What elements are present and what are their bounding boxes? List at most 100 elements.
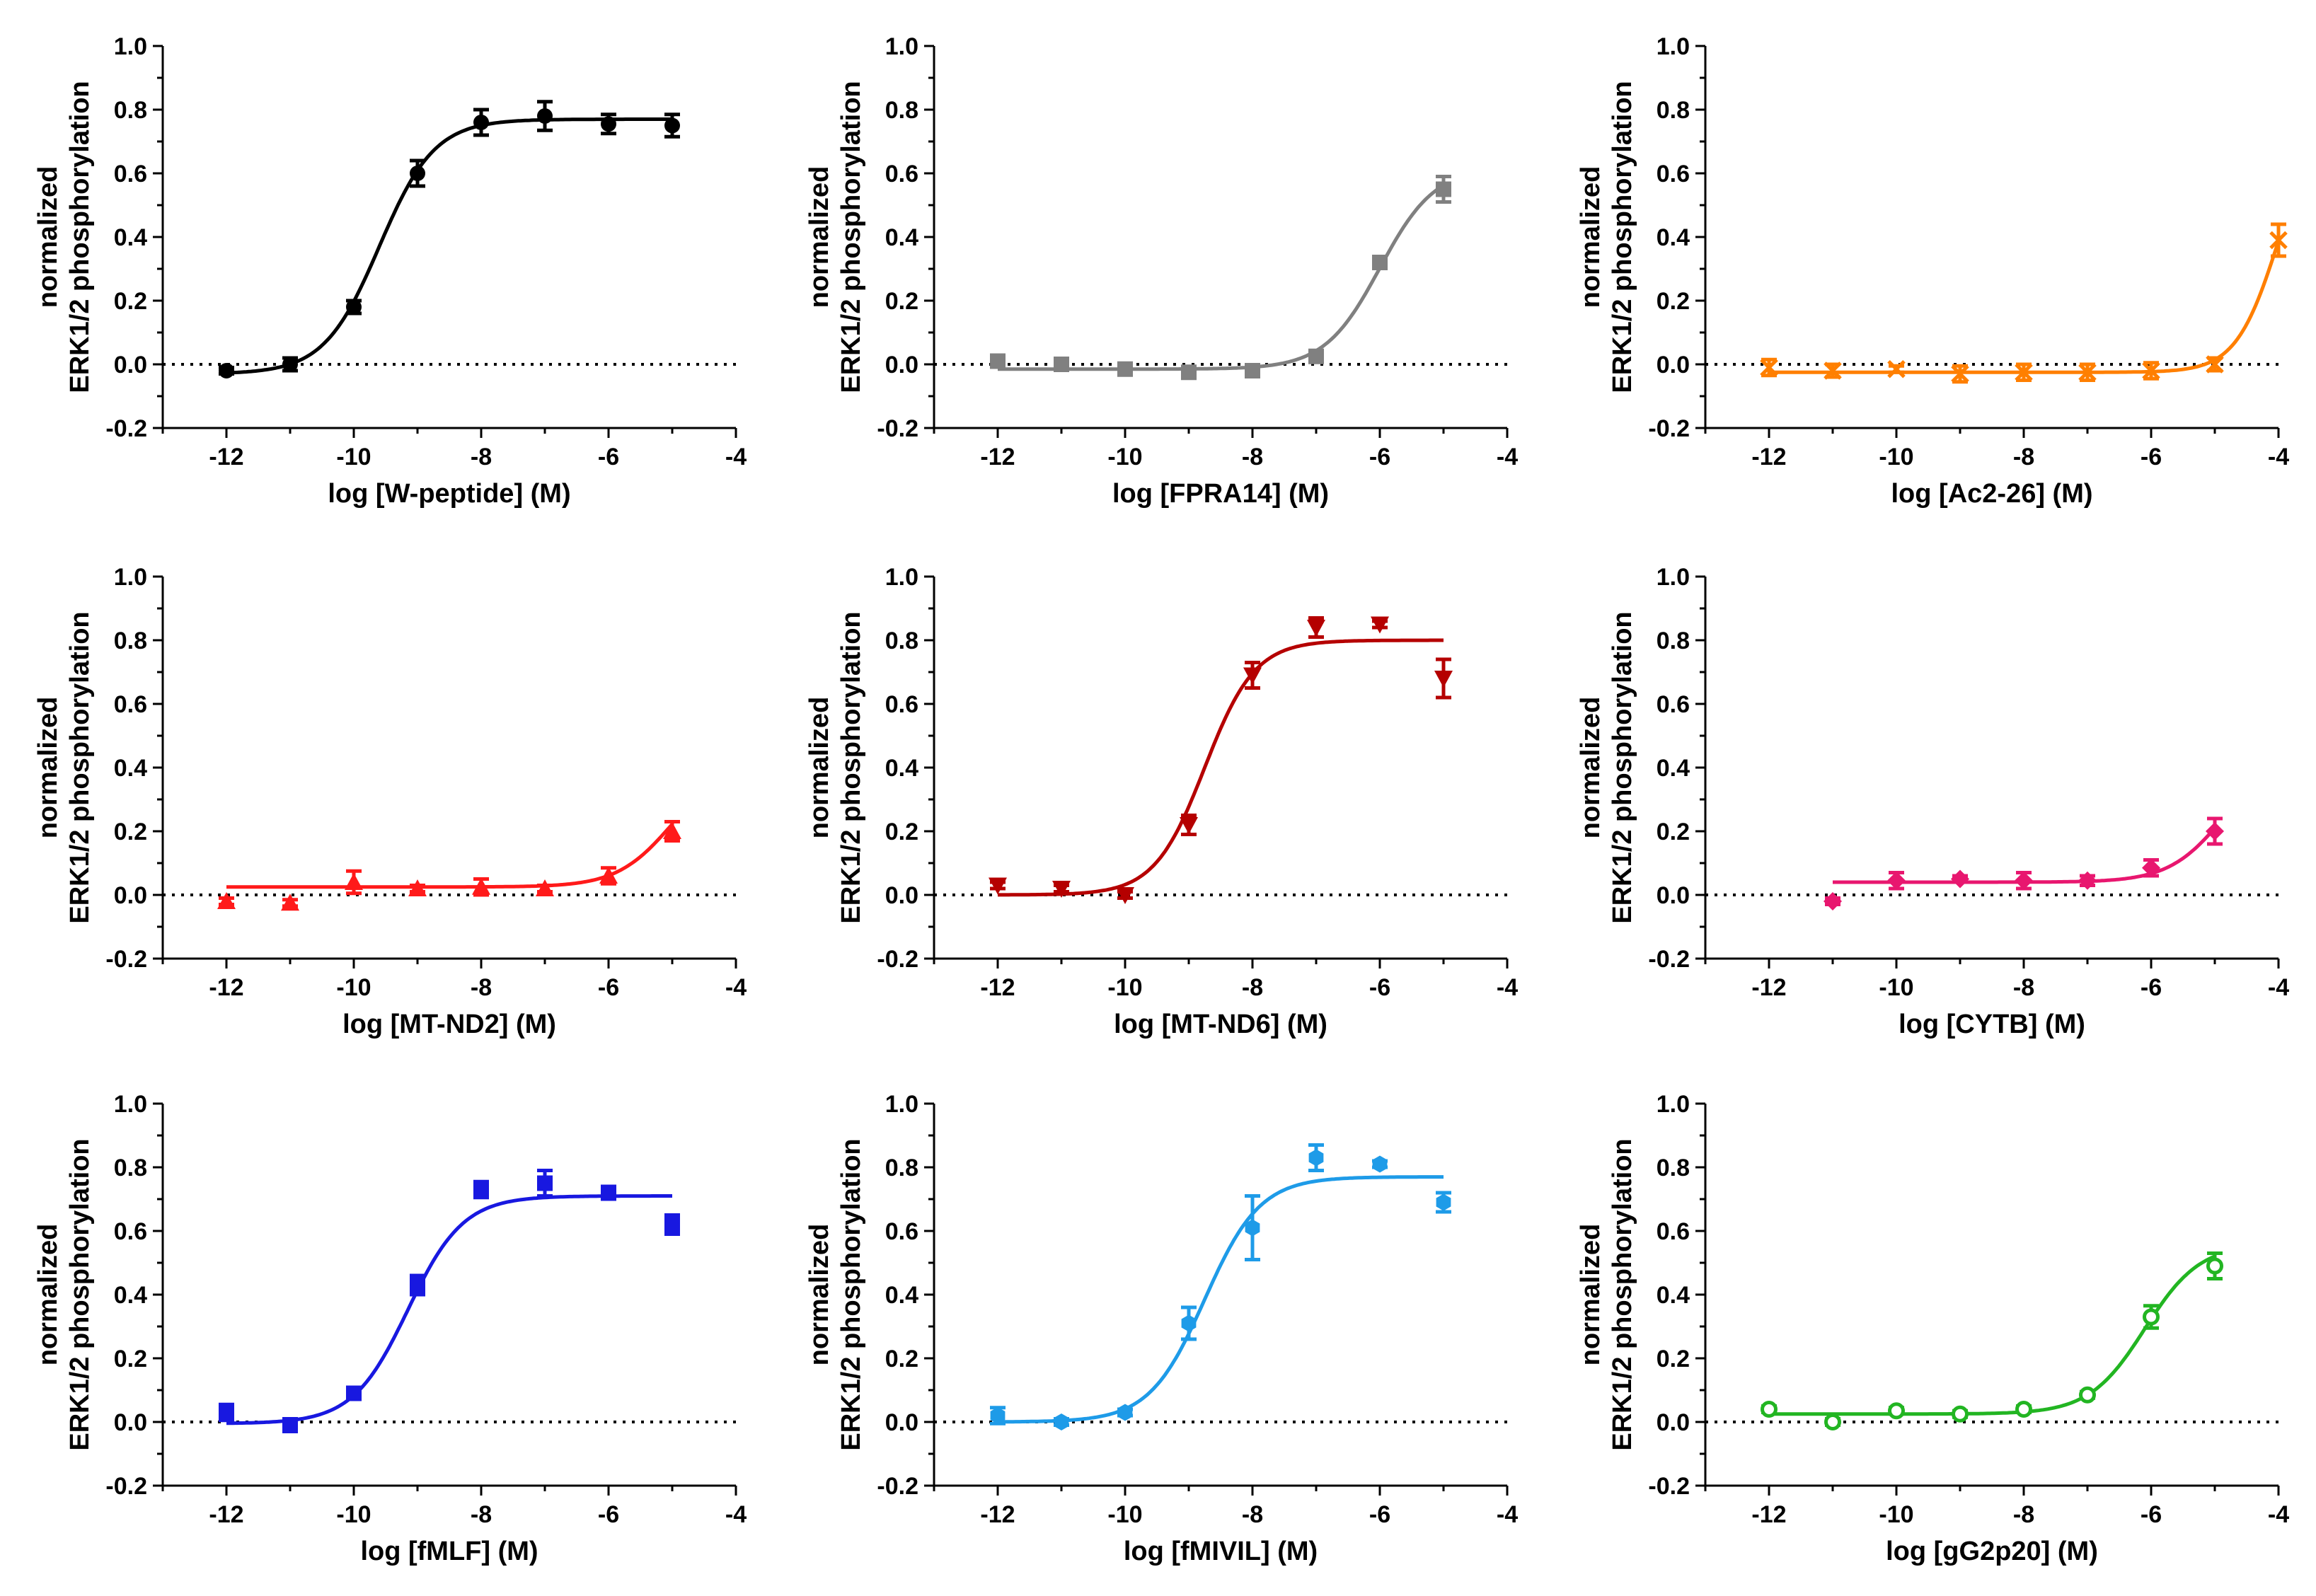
y-tick-label: 0.8 (114, 1155, 147, 1181)
y-axis-title-line-1: normalized (1576, 1224, 1606, 1366)
y-tick-label: 0.0 (885, 352, 918, 378)
data-point (472, 877, 490, 895)
y-tick-label: 0.0 (1657, 1409, 1690, 1436)
chart-panel-6: -0.2 0.0 0.2 0.4 0.6 0.8 1.0 -12 -10 -8 -6 -4 log [C… (1576, 564, 2289, 1039)
data-point (2206, 1257, 2223, 1275)
y-axis-title-line-1: normalized (805, 1224, 834, 1366)
data-point (1952, 1405, 1969, 1423)
data-point (410, 166, 425, 181)
y-tick-label: 1.0 (885, 1091, 918, 1118)
y-tick-label: 0.4 (1657, 1282, 1690, 1309)
data-point (219, 1404, 234, 1421)
x-tick-label: -8 (471, 1501, 492, 1528)
data-point (2142, 362, 2160, 380)
data-point (2015, 1401, 2032, 1418)
x-axis-title: log [CYTB] (M) (1899, 1010, 2085, 1039)
data-point (1180, 817, 1198, 834)
data-point (345, 873, 363, 890)
y-tick-label: -0.2 (105, 415, 147, 442)
y-tick-label: 0.8 (1657, 97, 1690, 124)
y-axis-title-line-2: ERK1/2 phosphorylation (836, 611, 866, 923)
x-tick-label: -12 (209, 1501, 243, 1528)
y-tick-label: 0.0 (885, 1409, 918, 1436)
y-axis-title-line-1: normalized (33, 166, 63, 308)
data-point (282, 357, 298, 372)
y-axis-title-line-2: ERK1/2 phosphorylation (65, 1138, 95, 1450)
x-tick-label: -10 (1879, 974, 1913, 1001)
fit-curve (1769, 240, 2281, 374)
y-tick-label: 0.4 (1657, 224, 1690, 251)
data-point (282, 1417, 298, 1433)
data-point (219, 363, 234, 378)
data-point (473, 1181, 489, 1198)
x-tick-label: -12 (209, 974, 243, 1001)
chart-panel-3: -0.2 0.0 0.2 0.4 0.6 0.8 1.0 -12 -10 -8 -6 -4 log [A… (1576, 33, 2289, 509)
data-point (1116, 887, 1134, 904)
y-tick-label: 0.2 (1657, 1346, 1690, 1372)
y-tick-label: 0.8 (114, 628, 147, 654)
chart-panel-9: -0.2 0.0 0.2 0.4 0.6 0.8 1.0 -12 -10 -8 -6 -4 log [g… (1576, 1091, 2289, 1566)
x-tick-label: -12 (1751, 1501, 1786, 1528)
x-tick-label: -4 (2268, 444, 2289, 470)
x-tick-label: -12 (980, 444, 1015, 470)
data-point (1117, 361, 1133, 377)
y-axis-title-line-2: ERK1/2 phosphorylation (836, 1138, 866, 1450)
data-point (990, 353, 1006, 369)
y-tick-label: 0.2 (885, 819, 918, 845)
data-point (1117, 1404, 1133, 1421)
y-tick-label: 0.0 (885, 882, 918, 909)
y-tick-label: 0.8 (885, 1155, 918, 1181)
data-point (2015, 871, 2033, 890)
y-tick-label: 0.8 (885, 628, 918, 654)
x-tick-label: -10 (336, 444, 371, 470)
data-point (1951, 869, 1969, 889)
x-tick-label: -12 (980, 1501, 1015, 1528)
y-tick-label: 0.2 (114, 288, 147, 315)
data-point (601, 116, 616, 132)
data-point (1888, 1402, 1905, 1420)
data-point (1181, 1314, 1197, 1332)
data-point (1761, 1401, 1778, 1418)
y-axis-title-line-1: normalized (1576, 166, 1606, 308)
data-point (989, 877, 1007, 895)
y-tick-label: -0.2 (877, 415, 918, 442)
x-tick-label: -8 (1242, 974, 1263, 1001)
y-tick-label: 0.2 (114, 819, 147, 845)
chart-panel-7: -0.2 0.0 0.2 0.4 0.6 0.8 1.0 -12 -10 -8 -6 -4 log [f… (33, 1091, 747, 1566)
x-axis-title: log [W-peptide] (M) (328, 479, 570, 509)
x-tick-label: -8 (1242, 444, 1263, 470)
x-axis-title: log [fMLF] (M) (360, 1537, 538, 1566)
y-axis-title-line-2: ERK1/2 phosphorylation (1608, 81, 1637, 393)
x-tick-label: -10 (336, 974, 371, 1001)
y-tick-label: 0.2 (114, 1346, 147, 1372)
y-axis-title-line-2: ERK1/2 phosphorylation (836, 81, 866, 393)
x-tick-label: -12 (980, 974, 1015, 1001)
data-point (601, 1185, 616, 1201)
y-tick-label: 1.0 (885, 33, 918, 60)
chart-panel-5: -0.2 0.0 0.2 0.4 0.6 0.8 1.0 -12 -10 -8 -6 -4 log [M… (805, 564, 1518, 1039)
data-point (1307, 620, 1325, 637)
fit-curve (226, 823, 674, 889)
data-point (1760, 358, 1778, 377)
data-point (2078, 871, 2097, 890)
y-tick-label: 0.8 (1657, 1155, 1690, 1181)
data-point (663, 822, 681, 839)
data-point (536, 879, 554, 896)
x-tick-label: -8 (1242, 1501, 1263, 1528)
data-point (473, 115, 489, 130)
data-point (537, 1175, 553, 1191)
y-axis-title-line-1: normalized (33, 1224, 63, 1366)
data-point (1824, 892, 1842, 910)
y-tick-label: 0.2 (1657, 819, 1690, 845)
y-axis-title-line-2: ERK1/2 phosphorylation (65, 81, 95, 393)
y-tick-label: 0.6 (1657, 1218, 1690, 1245)
y-axis-title-line-1: normalized (1576, 697, 1606, 839)
x-tick-label: -8 (2013, 1501, 2034, 1528)
x-tick-label: -8 (471, 444, 492, 470)
data-point (1434, 671, 1453, 688)
y-tick-label: 0.6 (885, 161, 918, 187)
x-tick-label: -4 (725, 974, 747, 1001)
data-point (1052, 881, 1071, 898)
data-point (408, 879, 427, 896)
data-point (1436, 1193, 1451, 1211)
